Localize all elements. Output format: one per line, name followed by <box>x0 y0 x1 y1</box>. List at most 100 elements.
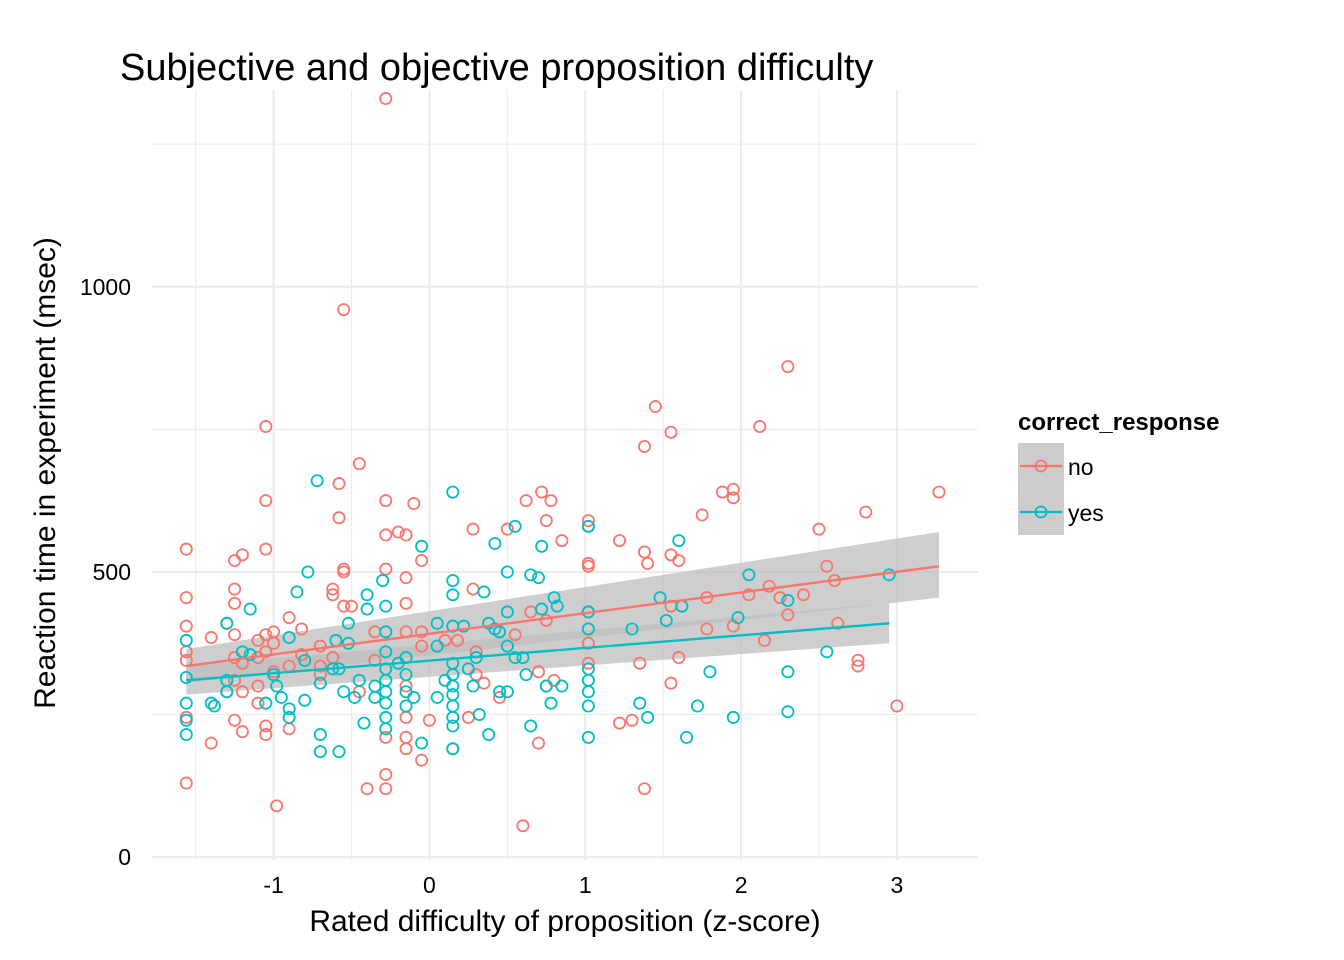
data-point-no <box>379 528 393 542</box>
data-point-yes <box>524 719 538 733</box>
data-point-no <box>332 511 346 525</box>
data-point-yes <box>680 730 694 744</box>
y-tick-label: 1000 <box>80 274 131 300</box>
data-point-no <box>399 596 413 610</box>
data-point-no <box>851 653 865 667</box>
data-point-yes <box>337 685 351 699</box>
data-point-yes <box>179 633 193 647</box>
data-point-no <box>516 819 530 833</box>
legend-label-no: no <box>1068 454 1094 480</box>
data-point-no <box>519 494 533 508</box>
data-point-yes <box>544 696 558 710</box>
data-point-no <box>422 713 436 727</box>
data-point-yes <box>457 619 471 633</box>
data-point-no <box>539 514 553 528</box>
data-point-yes <box>430 616 444 630</box>
data-point-no <box>672 651 686 665</box>
data-point-yes <box>446 699 460 713</box>
data-point-yes <box>220 685 234 699</box>
data-point-no <box>270 799 284 813</box>
data-point-yes <box>781 665 795 679</box>
data-point-yes <box>472 708 486 722</box>
data-point-no <box>532 665 546 679</box>
data-point-yes <box>179 713 193 727</box>
data-point-no <box>399 742 413 756</box>
data-point-yes <box>179 670 193 684</box>
data-point-no <box>235 725 249 739</box>
data-point-no <box>726 482 740 496</box>
data-point-yes <box>446 742 460 756</box>
data-point-yes <box>204 696 218 710</box>
data-point-no <box>672 554 686 568</box>
data-point-no <box>379 494 393 508</box>
data-point-no <box>379 782 393 796</box>
data-point-yes <box>820 645 834 659</box>
data-point-yes <box>446 688 460 702</box>
data-point-no <box>415 554 429 568</box>
data-point-no <box>581 514 595 528</box>
data-point-no <box>415 625 429 639</box>
data-point-yes <box>500 605 514 619</box>
data-point-no <box>259 719 273 733</box>
data-point-yes <box>672 534 686 548</box>
data-point-no <box>228 713 242 727</box>
data-point-yes <box>379 599 393 613</box>
data-point-yes <box>376 574 390 588</box>
data-point-yes <box>581 519 595 533</box>
grid-lines <box>152 90 978 860</box>
data-point-no <box>450 633 464 647</box>
data-point-yes <box>581 622 595 636</box>
data-point-no <box>539 613 553 627</box>
data-point-yes <box>207 699 221 713</box>
data-point-no <box>695 508 709 522</box>
data-point-no <box>228 628 242 642</box>
data-point-no <box>337 565 351 579</box>
data-point-no <box>379 562 393 576</box>
data-point-no <box>859 505 873 519</box>
data-point-no <box>360 782 374 796</box>
data-point-no <box>932 485 946 499</box>
data-point-yes <box>535 539 549 553</box>
data-point-no <box>812 522 826 536</box>
data-point-yes <box>641 710 655 724</box>
data-point-no <box>295 622 309 636</box>
data-point-no <box>259 728 273 742</box>
data-point-no <box>625 713 639 727</box>
data-point-yes <box>524 568 538 582</box>
y-tick-label: 500 <box>93 559 131 585</box>
chart-title: Subjective and objective proposition dif… <box>120 47 873 89</box>
data-point-yes <box>313 676 327 690</box>
data-point-no <box>796 588 810 602</box>
data-point-no <box>204 736 218 750</box>
data-point-no <box>399 710 413 724</box>
tick-labels: -1 0 1 2 3 0 500 1000 <box>80 274 904 898</box>
data-point-yes <box>399 699 413 713</box>
data-point-yes <box>493 625 507 639</box>
data-point-yes <box>243 602 257 616</box>
data-point-no <box>637 545 651 559</box>
data-point-no <box>313 659 327 673</box>
data-point-yes <box>415 539 429 553</box>
data-point-no <box>379 767 393 781</box>
x-tick-label: 1 <box>579 872 592 898</box>
data-point-no <box>228 554 242 568</box>
data-point-no <box>773 591 787 605</box>
data-point-no <box>637 782 651 796</box>
data-point-no <box>715 485 729 499</box>
data-point-no <box>664 676 678 690</box>
data-point-no <box>259 645 273 659</box>
data-point-yes <box>500 685 514 699</box>
data-point-no <box>613 534 627 548</box>
data-point-yes <box>179 728 193 742</box>
data-point-yes <box>348 690 362 704</box>
data-point-no <box>259 542 273 556</box>
data-point-yes <box>220 616 234 630</box>
data-point-yes <box>519 668 533 682</box>
data-point-yes <box>235 645 249 659</box>
data-point-no <box>399 571 413 585</box>
data-point-no <box>267 636 281 650</box>
data-point-no <box>781 360 795 374</box>
data-point-no <box>282 611 296 625</box>
data-point-yes <box>407 690 421 704</box>
